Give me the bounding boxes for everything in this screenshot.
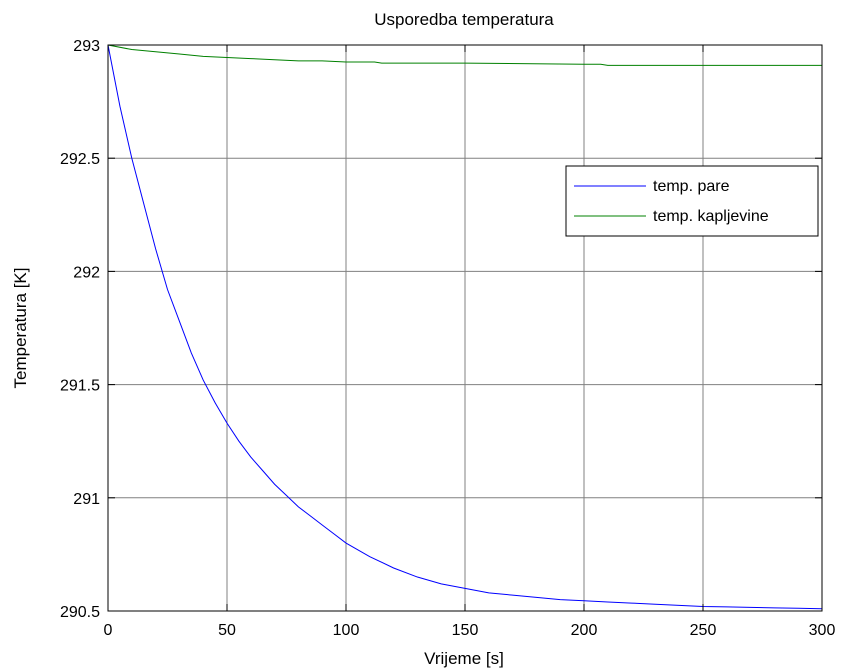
- x-axis-tick-labels: 0 50 100 150 200 250 300: [104, 622, 836, 639]
- y-axis-tick-labels: 290.5 291 291.5 292 292.5 293: [60, 38, 100, 621]
- chart-title: Usporedba temperatura: [374, 10, 554, 29]
- y-tick-label: 291.5: [60, 378, 100, 395]
- axis-ticks: [107, 44, 823, 612]
- x-tick-label: 250: [690, 622, 717, 639]
- series-layer: [107, 44, 823, 610]
- x-tick-label: 50: [218, 622, 236, 639]
- series-line-0: [107, 44, 823, 610]
- x-tick-label: 200: [571, 622, 598, 639]
- x-axis-label: Vrijeme [s]: [424, 649, 504, 668]
- y-tick-label: 291: [73, 491, 100, 508]
- y-tick-label: 292: [73, 264, 100, 281]
- legend-label-temp-kapljevine: temp. kapljevine: [653, 208, 769, 225]
- x-tick-label: 100: [333, 622, 360, 639]
- y-axis-label: Temperatura [K]: [11, 268, 30, 389]
- y-tick-label: 293: [73, 38, 100, 55]
- x-tick-label: 150: [452, 622, 479, 639]
- y-tick-label: 290.5: [60, 604, 100, 621]
- x-tick-label: 300: [809, 622, 836, 639]
- legend-box: [565, 165, 819, 237]
- y-tick-label: 292.5: [60, 151, 100, 168]
- series-line-1: [107, 44, 822, 66]
- legend-label-temp-pare: temp. pare: [653, 178, 730, 195]
- grid-lines: [108, 45, 822, 611]
- legend: temp. pare temp. kapljevine: [565, 165, 819, 237]
- x-tick-label: 0: [104, 622, 113, 639]
